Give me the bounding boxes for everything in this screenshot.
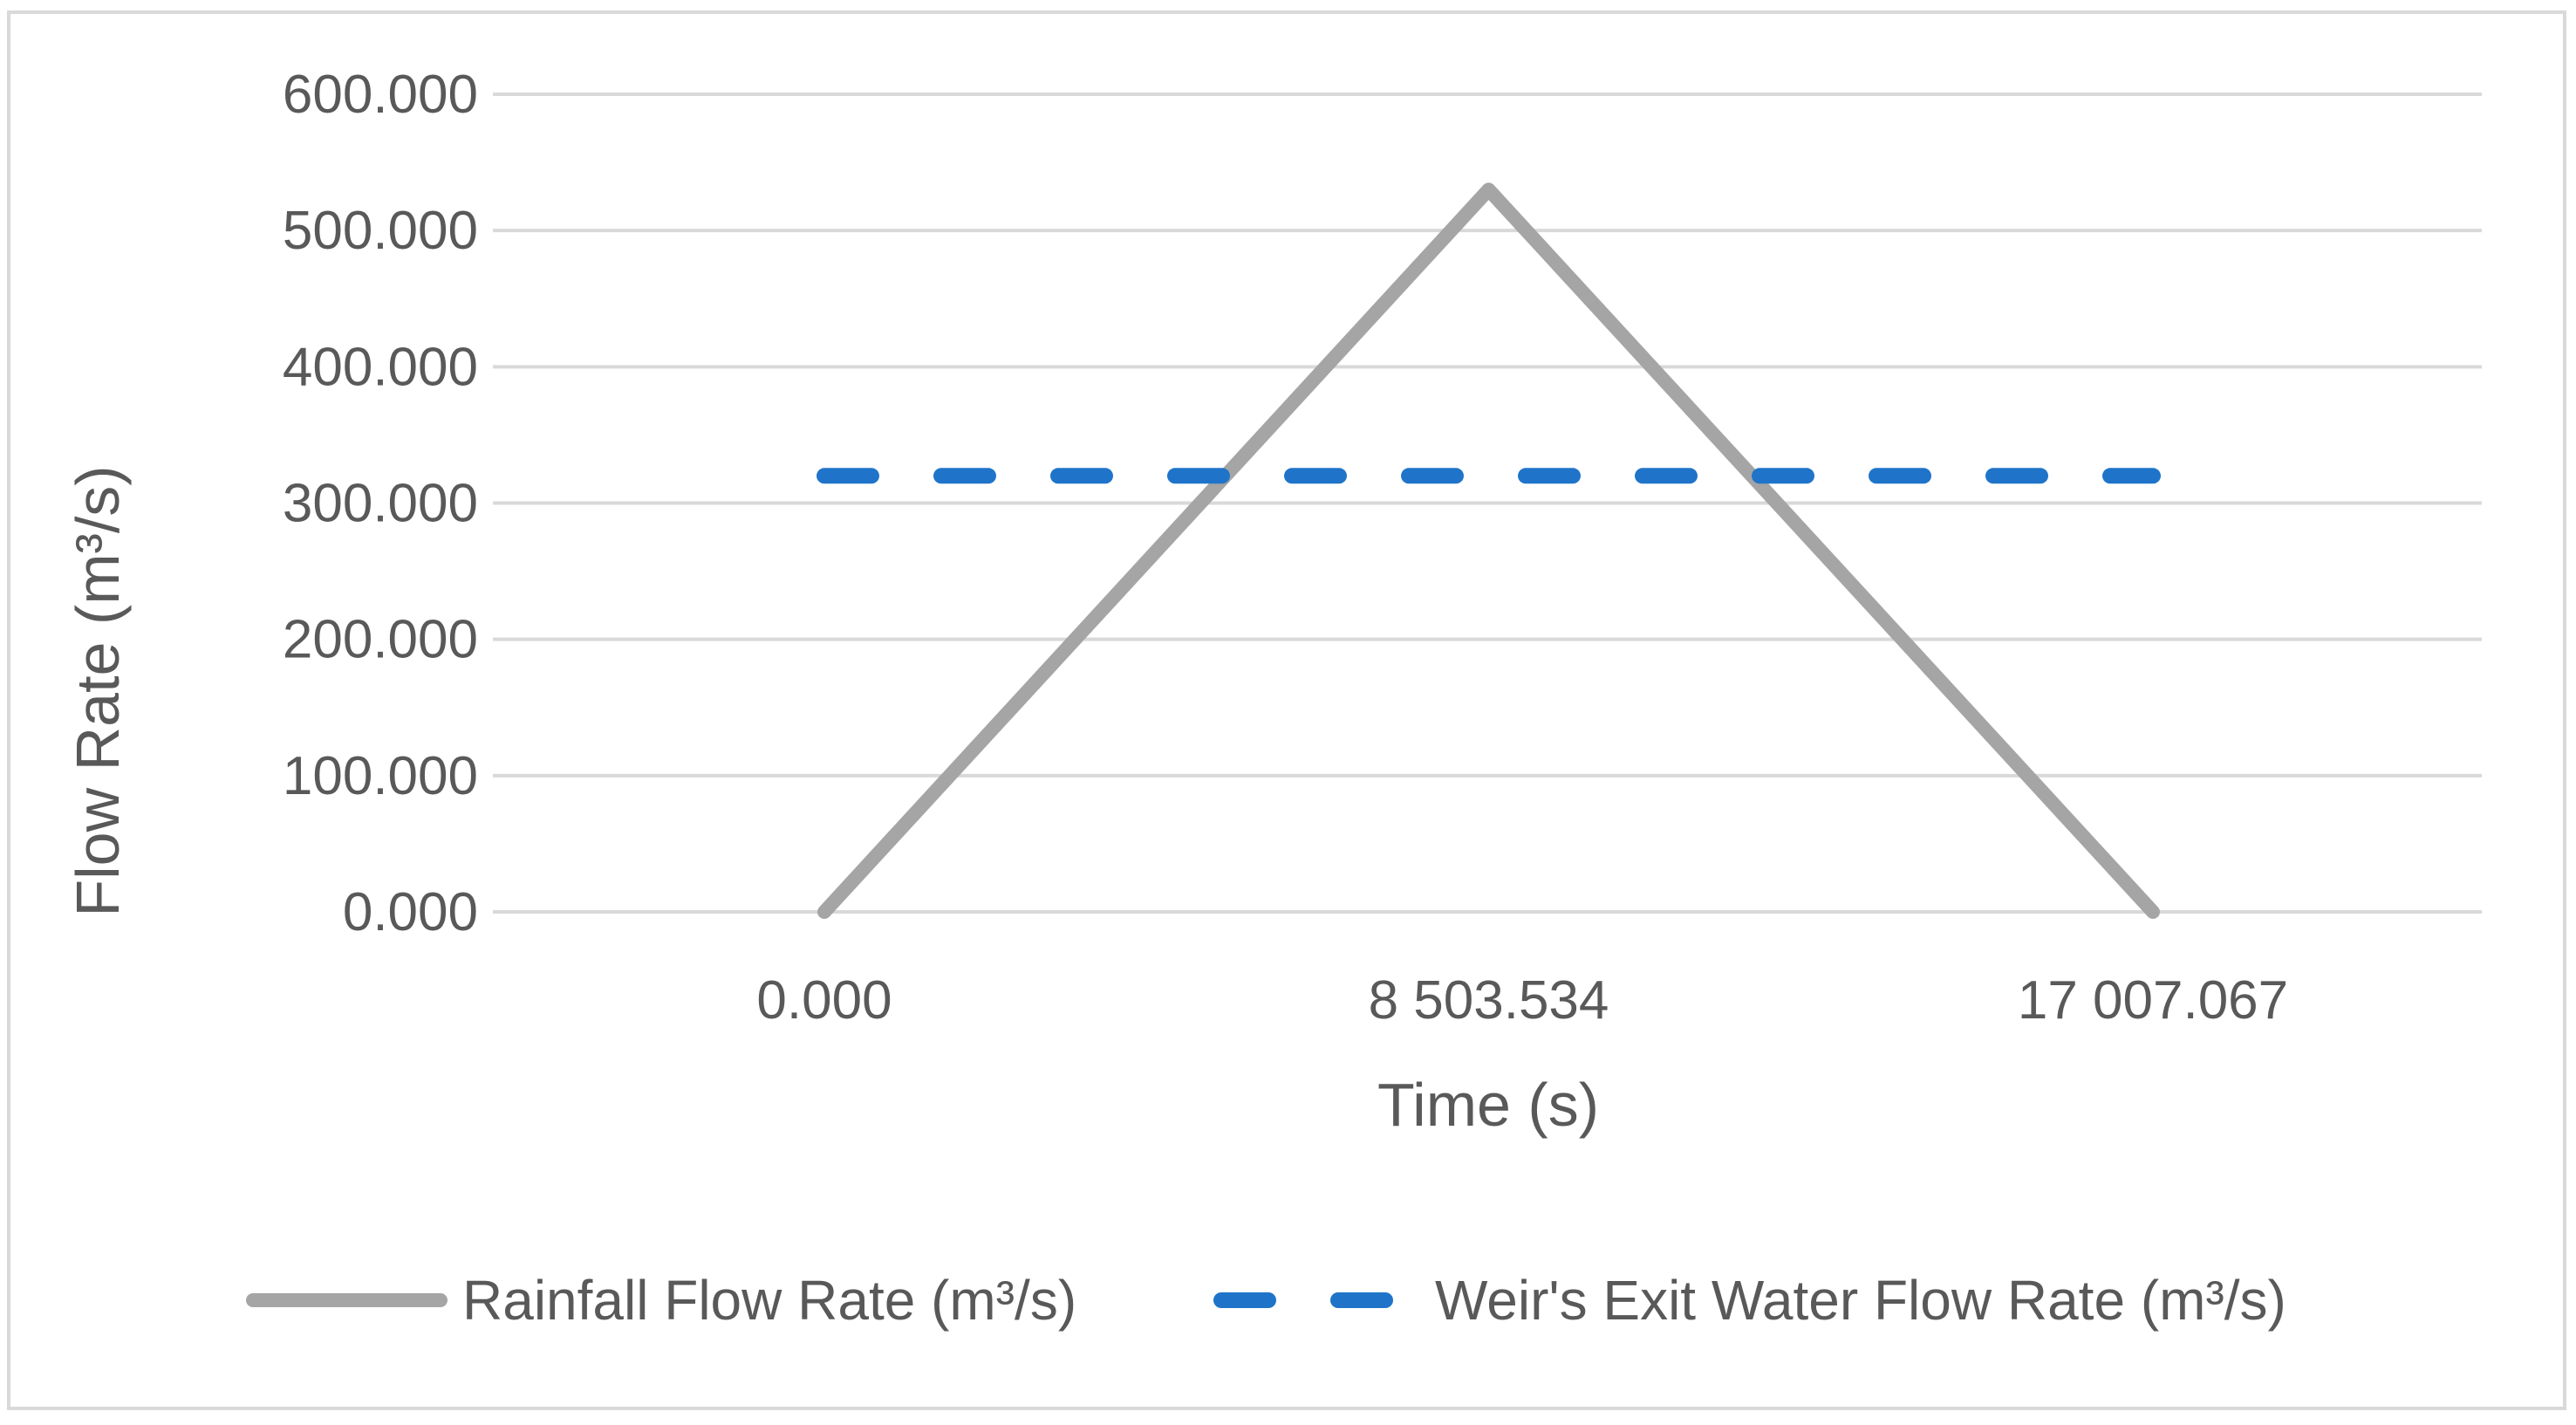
- x-tick-label: 8 503.534: [1369, 970, 1609, 1031]
- y-axis-ticks: 0.000 100.000 200.000 300.000 400.000 500.000…: [283, 65, 478, 942]
- legend: Rainfall Flow Rate (m³/s) Weir's Exit Wat…: [246, 1269, 2286, 1332]
- x-tick-label: 0.000: [756, 970, 892, 1031]
- y-tick-label: 0.000: [343, 882, 478, 942]
- chart-border: [7, 10, 2566, 1410]
- x-axis-title: Time (s): [1377, 1071, 1599, 1139]
- y-tick-label: 400.000: [283, 337, 478, 397]
- y-tick-label: 100.000: [283, 746, 478, 806]
- y-tick-label: 600.000: [283, 65, 478, 125]
- y-axis-title: Flow Rate (m³/s): [64, 465, 132, 916]
- y-tick-label: 500.000: [283, 201, 478, 261]
- y-tick-label: 300.000: [283, 474, 478, 534]
- x-tick-label: 17 007.067: [2018, 970, 2288, 1031]
- series-line-rainfall: [817, 182, 2160, 919]
- legend-label: Rainfall Flow Rate (m³/s): [462, 1269, 1076, 1332]
- y-tick-label: 200.000: [283, 610, 478, 670]
- series-layer: [817, 182, 2161, 919]
- x-axis-ticks: 0.000 8 503.534 17 007.067: [756, 970, 2288, 1031]
- legend-label: Weir's Exit Water Flow Rate (m³/s): [1435, 1269, 2286, 1332]
